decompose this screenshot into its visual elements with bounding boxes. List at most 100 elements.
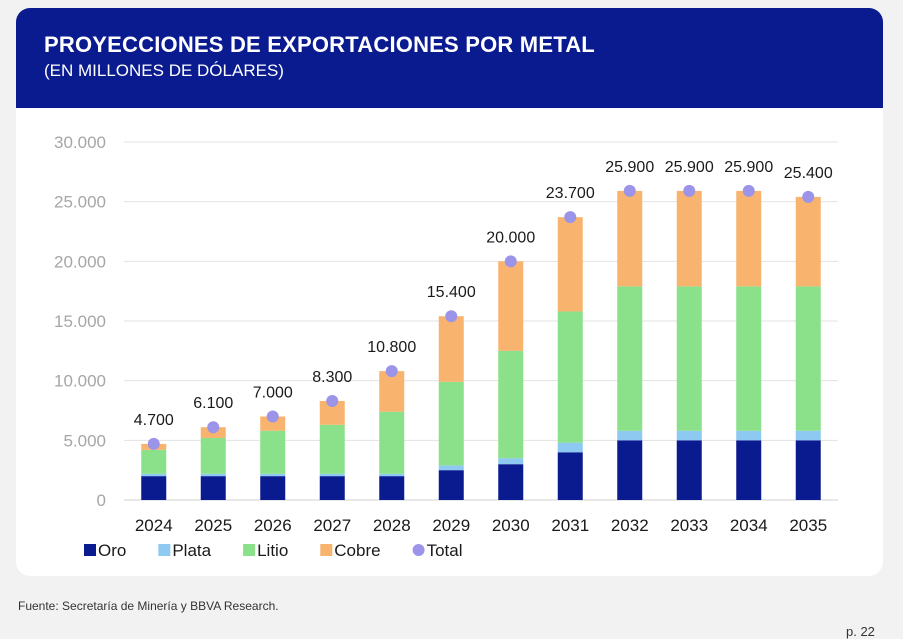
x-tick-label: 2030 [492,516,530,535]
chart-header: PROYECCIONES DE EXPORTACIONES POR METAL … [16,8,883,108]
y-tick-label: 20.000 [54,252,106,271]
bar-segment-litio [438,381,464,466]
bar-segment-plata [141,473,167,477]
bar-segment-plata [736,430,762,441]
legend-label-total: Total [427,541,463,560]
total-marker [326,394,339,407]
bar-segment-litio [260,430,286,474]
source-note: Fuente: Secretaría de Minería y BBVA Res… [18,599,279,613]
bar-segment-cobre [438,316,464,382]
x-tick-label: 2032 [611,516,649,535]
bar-segment-plata [200,473,226,477]
bar-segment-oro [319,476,345,500]
total-data-label: 25.400 [784,165,833,182]
bar-segment-oro [557,452,583,500]
bar-segment-plata [617,430,643,441]
bar-segment-cobre [498,261,524,351]
x-tick-label: 2025 [194,516,232,535]
bar-segment-oro [438,470,464,500]
bar-segment-litio [795,286,821,431]
total-data-label: 25.900 [665,159,714,176]
total-marker [802,190,815,203]
total-marker [504,255,517,268]
total-data-label: 25.900 [605,159,654,176]
bar-segment-cobre [676,190,702,287]
legend-label-cobre: Cobre [334,541,380,560]
x-tick-label: 2035 [789,516,827,535]
total-marker [623,184,636,197]
bar-segment-litio [676,286,702,431]
legend-swatch-total [412,544,425,556]
total-data-label: 25.900 [724,159,773,176]
bar-segment-oro [617,440,643,500]
chart-title: PROYECCIONES DE EXPORTACIONES POR METAL [44,32,595,57]
bar-segment-oro [379,476,405,500]
total-data-label: 23.700 [546,185,595,202]
total-data-label: 4.700 [134,412,174,429]
bar-segment-cobre [736,190,762,287]
y-tick-label: 0 [97,491,106,510]
total-marker [385,365,398,378]
x-tick-label: 2024 [135,516,173,535]
x-tick-label: 2034 [730,516,768,535]
total-marker [266,410,279,423]
bar-segment-cobre [795,196,821,287]
total-data-label: 20.000 [486,229,535,246]
bar-segment-oro [498,464,524,500]
x-tick-label: 2028 [373,516,411,535]
bar-segment-litio [736,286,762,431]
x-tick-label: 2029 [432,516,470,535]
bar-segment-oro [200,476,226,500]
chart-card: PROYECCIONES DE EXPORTACIONES POR METAL … [16,8,883,576]
x-tick-label: 2027 [313,516,351,535]
total-marker [207,421,220,434]
bar-segment-cobre [379,371,405,412]
bar-segment-cobre [319,400,345,425]
bar-segment-oro [795,440,821,500]
total-data-label: 7.000 [253,384,293,401]
bar-segment-litio [319,424,345,474]
total-data-label: 8.300 [312,369,352,386]
legend-swatch-cobre [320,544,333,556]
bar-segment-litio [200,437,226,474]
bar-segment-plata [319,473,345,477]
legend-label-litio: Litio [257,541,288,560]
y-tick-label: 15.000 [54,312,106,331]
x-tick-label: 2026 [254,516,292,535]
bar-segment-cobre [617,190,643,287]
bar-segment-plata [438,465,464,471]
bar-segment-plata [557,442,583,453]
stacked-bar-chart: 0 5.000 10.000 15.000 20.000 25.000 30.000 2024… [54,133,838,560]
bar-segment-plata [676,430,702,441]
bar-segment-cobre [557,217,583,312]
total-marker [564,211,577,224]
total-data-label: 15.400 [427,284,476,301]
bar-segment-litio [617,286,643,431]
total-marker [147,437,160,450]
legend-label-plata: Plata [172,541,211,560]
bar-segment-litio [557,311,583,443]
bar-segment-oro [260,476,286,500]
y-tick-label: 10.000 [54,372,106,391]
bar-segment-plata [498,458,524,465]
bar-segment-oro [141,476,167,500]
y-tick-label: 30.000 [54,133,106,152]
bar-segment-litio [498,350,524,459]
bar-segment-plata [379,473,405,477]
total-marker [683,184,696,197]
legend-swatch-plata [158,544,171,556]
bar-segment-oro [676,440,702,500]
bar-segment-cobre [260,416,286,431]
legend-label-oro: Oro [98,541,126,560]
total-marker [742,184,755,197]
total-data-label: 6.100 [193,395,233,412]
legend-swatch-litio [243,544,256,556]
bar-segment-litio [379,411,405,474]
total-marker [445,310,458,323]
bar-segment-plata [260,473,286,477]
page-number: p. 22 [846,624,875,639]
x-tick-label: 2031 [551,516,589,535]
legend-swatch-oro [84,544,96,556]
x-tick-label: 2033 [670,516,708,535]
y-tick-label: 5.000 [63,431,106,450]
